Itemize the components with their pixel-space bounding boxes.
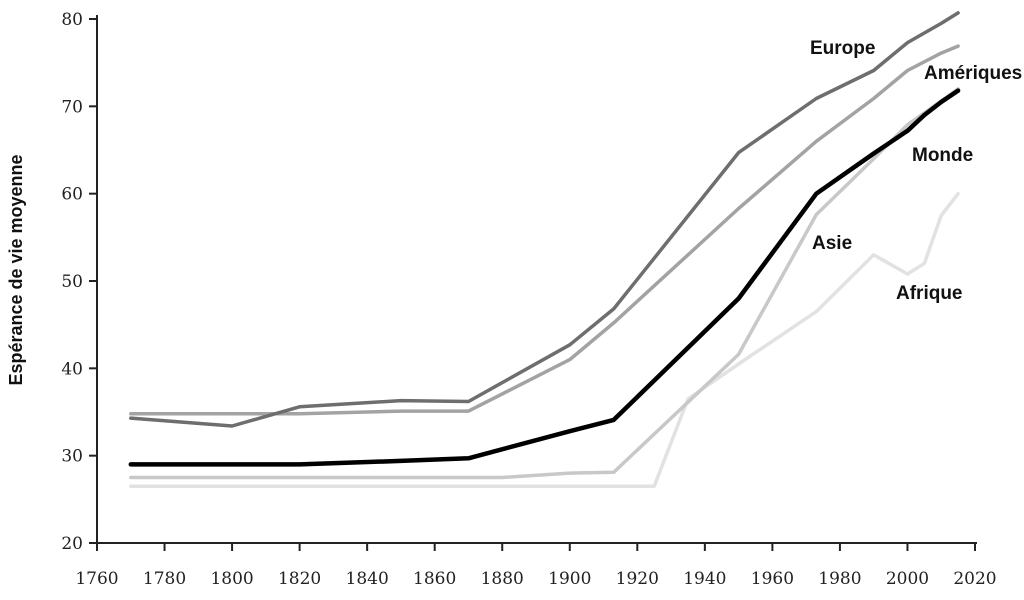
x-tick-label: 1880 bbox=[481, 569, 524, 589]
x-tick-label: 1800 bbox=[210, 569, 253, 589]
x-tick-label: 1940 bbox=[683, 569, 726, 589]
x-tick-label: 1920 bbox=[616, 569, 659, 589]
series-label-ameriques: Amériques bbox=[924, 63, 1022, 84]
x-tick-label: 1860 bbox=[413, 569, 456, 589]
series-line-afrique bbox=[129, 191, 960, 488]
x-tick-label: 1820 bbox=[278, 569, 321, 589]
x-tick-label: 2000 bbox=[886, 569, 929, 589]
x-tick-label: 1900 bbox=[548, 569, 591, 589]
series-label-asie: Asie bbox=[812, 233, 852, 254]
y-tick-label: 70 bbox=[61, 97, 83, 117]
y-tick-label: 40 bbox=[61, 359, 83, 379]
axes: 20 30 40 50 60 70 80 1760 1780 1800 1820 1840 1860 18… bbox=[61, 10, 996, 589]
x-tick-label: 1960 bbox=[751, 569, 794, 589]
y-tick-label: 30 bbox=[61, 447, 83, 467]
series-labels: Europe Amériques Monde Asie Afrique bbox=[810, 38, 1022, 304]
x-tick-label: 1780 bbox=[143, 569, 186, 589]
series-line-ameriques bbox=[129, 44, 960, 416]
series-line-monde bbox=[128, 88, 961, 467]
y-axis-label: Espérance de vie moyenne bbox=[6, 154, 26, 385]
x-tick-label: 2020 bbox=[953, 569, 996, 589]
x-tick-label: 1980 bbox=[818, 569, 861, 589]
y-tick-label: 80 bbox=[61, 10, 83, 30]
series-label-afrique: Afrique bbox=[896, 283, 963, 304]
y-tick-label: 50 bbox=[61, 272, 83, 292]
x-tick-label: 1840 bbox=[346, 569, 389, 589]
y-tick-label: 20 bbox=[61, 534, 83, 554]
series-line-europe bbox=[129, 11, 960, 428]
series-label-europe: Europe bbox=[810, 38, 875, 59]
y-tick-label: 60 bbox=[61, 185, 83, 205]
series-label-monde: Monde bbox=[912, 145, 973, 166]
series-layer bbox=[128, 11, 961, 488]
x-tick-label: 1760 bbox=[75, 569, 118, 589]
